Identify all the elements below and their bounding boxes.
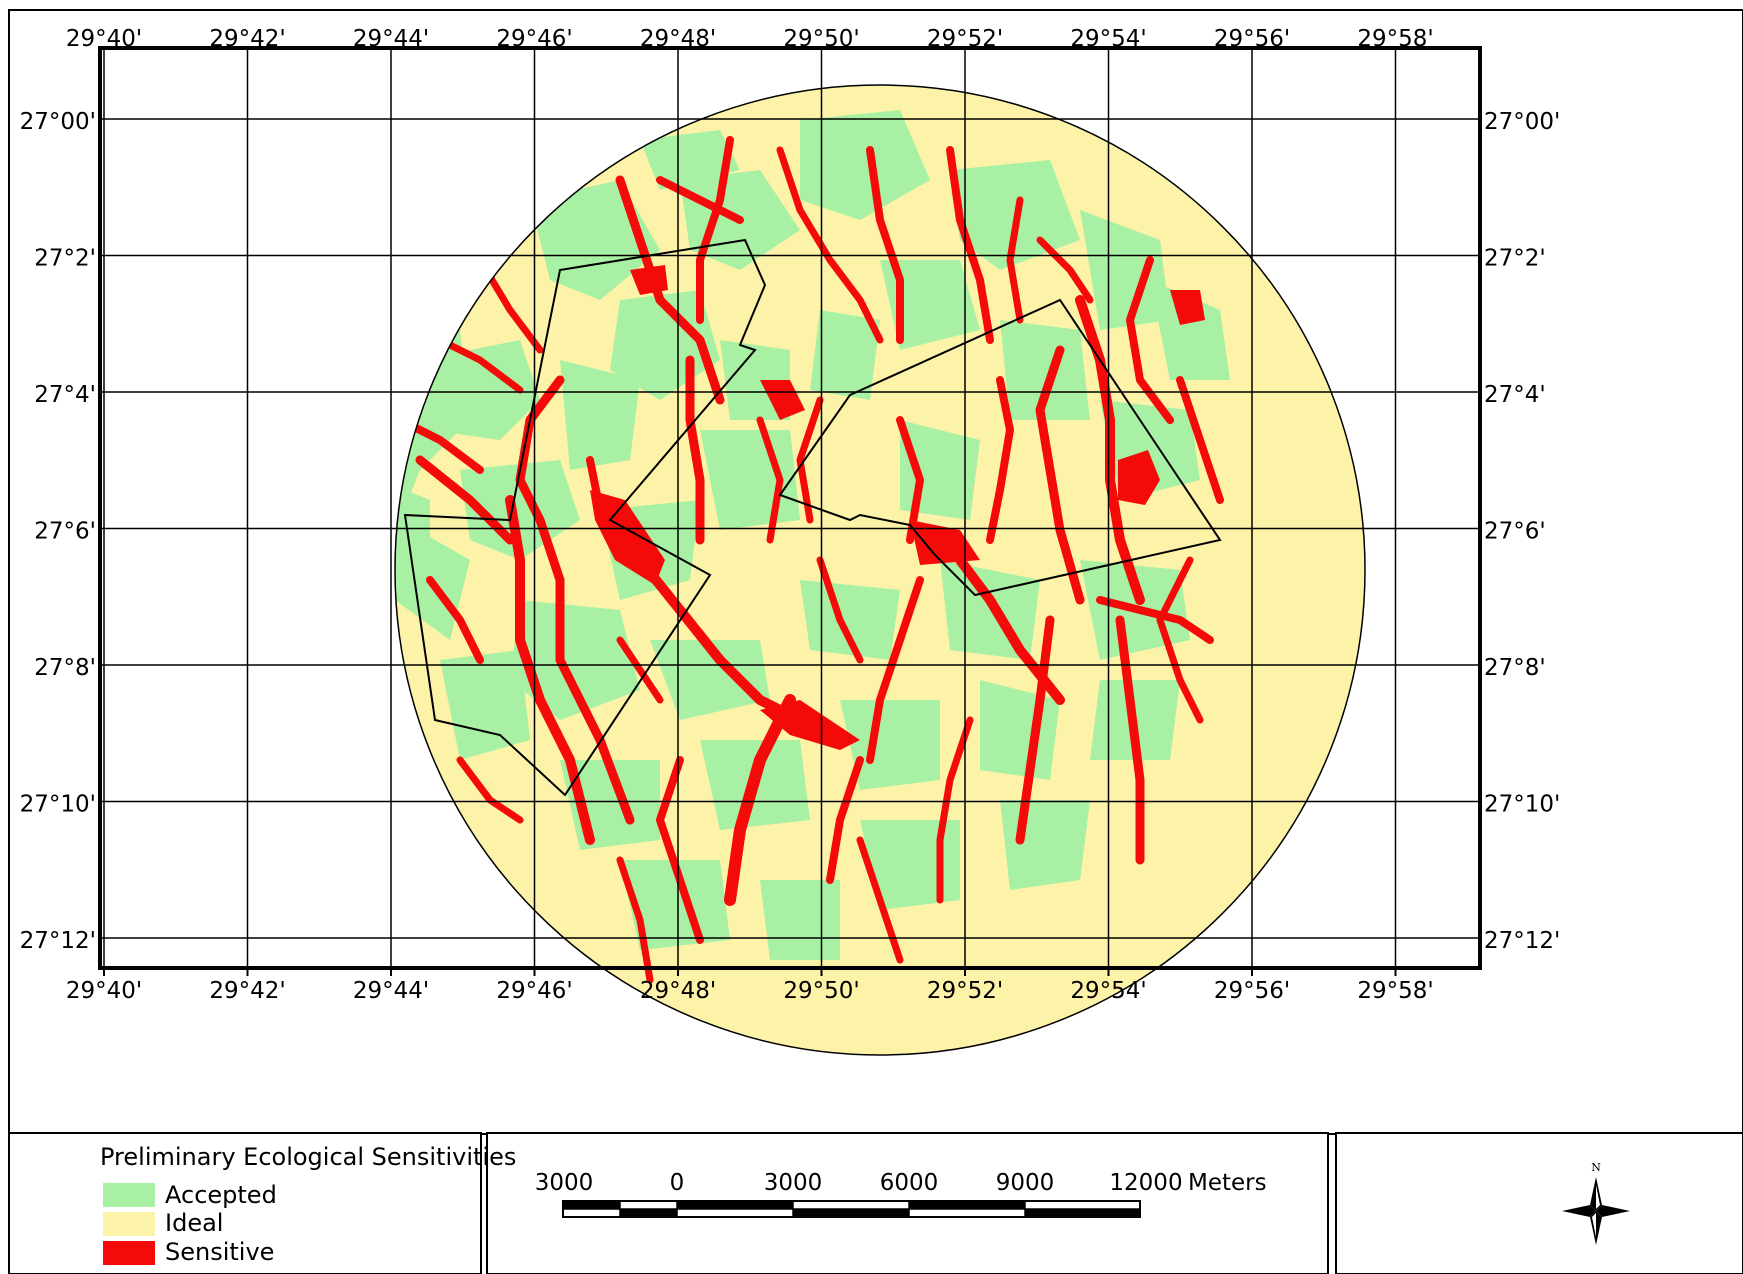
longitude-label: 29°44' bbox=[353, 26, 429, 52]
study-area-boundary bbox=[394, 84, 1366, 1056]
sensitive-zone-patches bbox=[590, 265, 1205, 750]
longitude-label: 29°44' bbox=[353, 978, 429, 1004]
latitude-label: 27°4' bbox=[34, 382, 96, 408]
scale-label-3: 6000 bbox=[880, 1170, 939, 1196]
legend-swatch-sensitive bbox=[103, 1241, 155, 1265]
scale-unit-label: Meters bbox=[1188, 1170, 1267, 1196]
longitude-label: 29°56' bbox=[1214, 978, 1290, 1004]
legend-item-ideal: Ideal bbox=[103, 1209, 223, 1237]
latitude-label: 27°12' bbox=[1484, 928, 1560, 954]
scale-bar-segments bbox=[562, 1200, 1141, 1218]
latitude-label: 27°2' bbox=[1484, 246, 1546, 272]
longitude-label: 29°46' bbox=[496, 26, 572, 52]
north-label: N bbox=[1591, 1161, 1601, 1174]
scale-label-2: 3000 bbox=[764, 1170, 823, 1196]
latitude-label: 27°00' bbox=[1484, 109, 1560, 135]
longitude-label: 29°50' bbox=[783, 978, 859, 1004]
north-arrow-panel bbox=[1335, 1132, 1743, 1274]
latitude-label: 27°12' bbox=[20, 928, 96, 954]
scale-bar: 3000 0 3000 6000 9000 12000 Meters bbox=[535, 1170, 1267, 1218]
legend-swatch-ideal bbox=[103, 1212, 155, 1236]
sensitive-drainage-zones bbox=[396, 136, 1224, 984]
longitude-label: 29°56' bbox=[1214, 26, 1290, 52]
scale-label-5: 12000 bbox=[1109, 1170, 1182, 1196]
parcel-west bbox=[403, 238, 767, 797]
latitude-labels-left: 27°00' 27°2' 27°4' 27°6' 27°8' 27°10' 27°12' bbox=[20, 109, 96, 954]
latitude-label: 27°6' bbox=[1484, 519, 1546, 545]
longitude-label: 29°54' bbox=[1070, 978, 1146, 1004]
legend-label-accepted: Accepted bbox=[165, 1181, 277, 1209]
legend-item-accepted: Accepted bbox=[103, 1181, 277, 1209]
legend-panel bbox=[8, 1132, 482, 1274]
longitude-labels-bottom: 29°40' 29°42' 29°44' 29°46' 29°48' 29°50' 29°5… bbox=[66, 968, 1434, 1004]
legend-label-ideal: Ideal bbox=[165, 1209, 223, 1237]
legend-title: Preliminary Ecological Sensitivities bbox=[100, 1143, 516, 1171]
latitude-label: 27°00' bbox=[20, 109, 96, 135]
longitude-label: 29°58' bbox=[1357, 26, 1433, 52]
latitude-label: 27°8' bbox=[34, 655, 96, 681]
longitude-label: 29°40' bbox=[66, 978, 142, 1004]
longitude-label: 29°48' bbox=[640, 26, 716, 52]
longitude-label: 29°42' bbox=[209, 978, 285, 1004]
longitude-label: 29°46' bbox=[496, 978, 572, 1004]
latitude-label: 27°10' bbox=[1484, 792, 1560, 818]
longitude-label: 29°52' bbox=[927, 978, 1003, 1004]
latitude-label: 27°6' bbox=[34, 519, 96, 545]
longitude-labels-top: 29°40' 29°42' 29°44' 29°46' 29°48' 29°50' 29°5… bbox=[66, 26, 1434, 52]
scale-label-1: 0 bbox=[670, 1170, 685, 1196]
latitude-labels-right: 27°00' 27°2' 27°4' 27°6' 27°8' 27°10' 27°12' bbox=[1484, 109, 1560, 954]
map-frame bbox=[98, 46, 1482, 970]
latitude-label: 27°4' bbox=[1484, 382, 1546, 408]
graticule-grid bbox=[100, 48, 1480, 968]
compass-rose-icon: N bbox=[1562, 1161, 1630, 1245]
parcel-outlines bbox=[403, 238, 1222, 797]
longitude-label: 29°52' bbox=[927, 26, 1003, 52]
legend-label-sensitive: Sensitive bbox=[165, 1238, 274, 1266]
longitude-label: 29°40' bbox=[66, 26, 142, 52]
latitude-label: 27°10' bbox=[20, 792, 96, 818]
legend-swatch-accepted bbox=[103, 1183, 155, 1207]
longitude-label: 29°58' bbox=[1357, 978, 1433, 1004]
longitude-label: 29°42' bbox=[209, 26, 285, 52]
scale-label-0: 3000 bbox=[535, 1170, 594, 1196]
sensitivity-map-disc bbox=[394, 84, 1366, 1056]
latitude-label: 27°8' bbox=[1484, 655, 1546, 681]
parcel-center bbox=[778, 298, 1222, 597]
longitude-label: 29°54' bbox=[1070, 26, 1146, 52]
latitude-label: 27°2' bbox=[34, 246, 96, 272]
longitude-label: 29°50' bbox=[783, 26, 859, 52]
longitude-label: 29°48' bbox=[640, 978, 716, 1004]
legend-item-sensitive: Sensitive bbox=[103, 1238, 274, 1266]
scale-label-4: 9000 bbox=[996, 1170, 1055, 1196]
